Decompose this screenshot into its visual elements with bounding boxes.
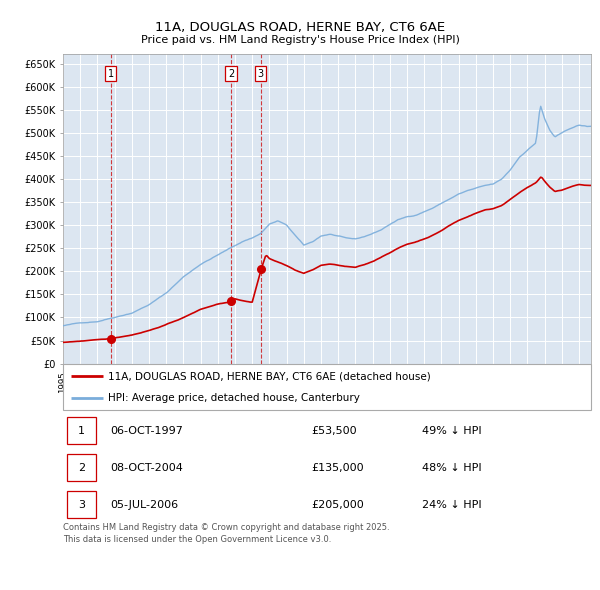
Text: 3: 3 bbox=[78, 500, 85, 510]
Text: Contains HM Land Registry data © Crown copyright and database right 2025.
This d: Contains HM Land Registry data © Crown c… bbox=[63, 523, 389, 544]
Text: £135,000: £135,000 bbox=[311, 463, 364, 473]
Text: 49% ↓ HPI: 49% ↓ HPI bbox=[422, 426, 482, 436]
Text: 08-OCT-2004: 08-OCT-2004 bbox=[110, 463, 184, 473]
Text: 11A, DOUGLAS ROAD, HERNE BAY, CT6 6AE (detached house): 11A, DOUGLAS ROAD, HERNE BAY, CT6 6AE (d… bbox=[108, 371, 431, 381]
Text: 11A, DOUGLAS ROAD, HERNE BAY, CT6 6AE: 11A, DOUGLAS ROAD, HERNE BAY, CT6 6AE bbox=[155, 21, 445, 34]
Text: HPI: Average price, detached house, Canterbury: HPI: Average price, detached house, Cant… bbox=[108, 393, 360, 403]
FancyBboxPatch shape bbox=[67, 454, 96, 481]
Text: 24% ↓ HPI: 24% ↓ HPI bbox=[422, 500, 482, 510]
Text: 3: 3 bbox=[258, 68, 264, 78]
Text: 06-OCT-1997: 06-OCT-1997 bbox=[110, 426, 184, 436]
Text: £53,500: £53,500 bbox=[311, 426, 357, 436]
Text: 1: 1 bbox=[107, 68, 113, 78]
Text: 2: 2 bbox=[228, 68, 234, 78]
FancyBboxPatch shape bbox=[63, 363, 591, 411]
Text: 1: 1 bbox=[78, 426, 85, 436]
Text: 05-JUL-2006: 05-JUL-2006 bbox=[110, 500, 179, 510]
Text: Price paid vs. HM Land Registry's House Price Index (HPI): Price paid vs. HM Land Registry's House … bbox=[140, 35, 460, 45]
Text: 2: 2 bbox=[78, 463, 85, 473]
Text: £205,000: £205,000 bbox=[311, 500, 364, 510]
Text: 48% ↓ HPI: 48% ↓ HPI bbox=[422, 463, 482, 473]
FancyBboxPatch shape bbox=[67, 417, 96, 444]
FancyBboxPatch shape bbox=[67, 491, 96, 519]
